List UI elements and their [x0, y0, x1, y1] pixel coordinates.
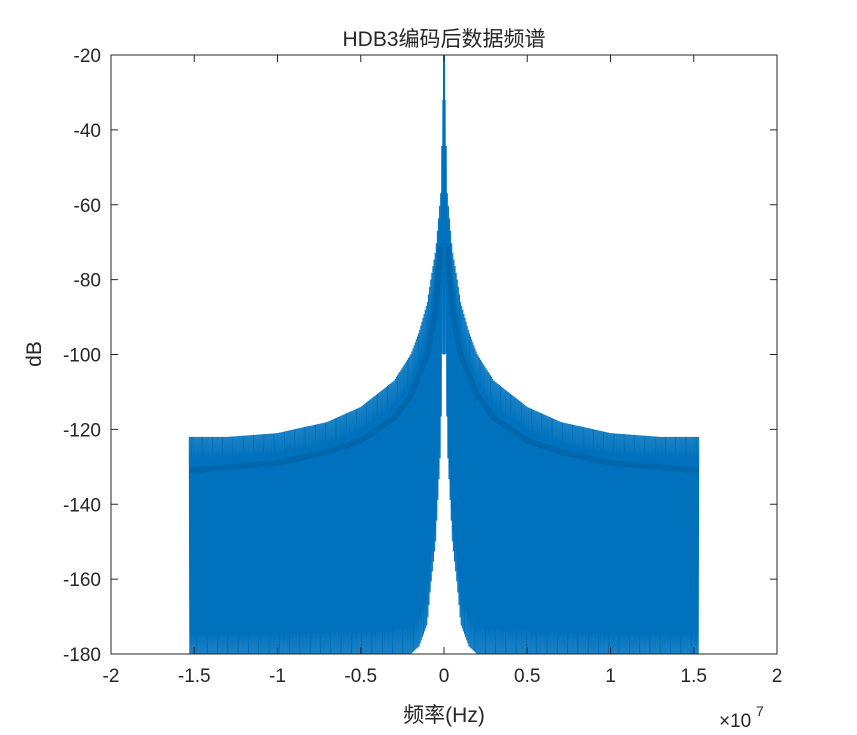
y-tick-label: -60	[74, 196, 101, 217]
x-tick-label: 1.5	[681, 666, 707, 687]
y-axis-ticks: -20 -40 -60 -80 -100 -120 -140 -160 -180	[63, 46, 777, 666]
x-tick-label: -1	[269, 666, 286, 687]
x-tick-label: 1	[605, 666, 616, 687]
y-tick-label: -120	[63, 420, 101, 441]
x-axis-ticks: -2 -1.5 -1 -0.5 0 0.5 1 1.5 2	[103, 55, 783, 687]
y-tick-label: -40	[74, 121, 101, 142]
y-tick-label: -140	[63, 495, 101, 516]
y-tick-label: -160	[63, 570, 101, 591]
y-axis-label: dB	[23, 341, 46, 367]
x-tick-label: -0.5	[344, 666, 377, 687]
x-tick-label: 0.5	[514, 666, 540, 687]
x-tick-label: 2	[772, 666, 783, 687]
x-tick-label: -1.5	[178, 666, 211, 687]
x-tick-label: -2	[103, 666, 120, 687]
x-tick-label: 0	[439, 666, 450, 687]
y-tick-label: -20	[74, 46, 101, 67]
chart-title: HDB3编码后数据频谱	[342, 28, 545, 51]
y-tick-label: -100	[63, 346, 101, 367]
spectrum-line	[188, 55, 700, 654]
x-exponent-power: 7	[756, 703, 764, 719]
x-axis-label: 频率(Hz)	[403, 704, 485, 727]
svg-text:7: 7	[756, 703, 764, 719]
y-tick-label: -80	[74, 271, 101, 292]
y-tick-label: -180	[63, 645, 101, 666]
svg-text:×10: ×10	[719, 711, 751, 732]
x-exponent-label: ×10 7	[719, 703, 764, 732]
x-exponent-base: ×10	[719, 711, 751, 732]
series-line	[188, 55, 700, 654]
